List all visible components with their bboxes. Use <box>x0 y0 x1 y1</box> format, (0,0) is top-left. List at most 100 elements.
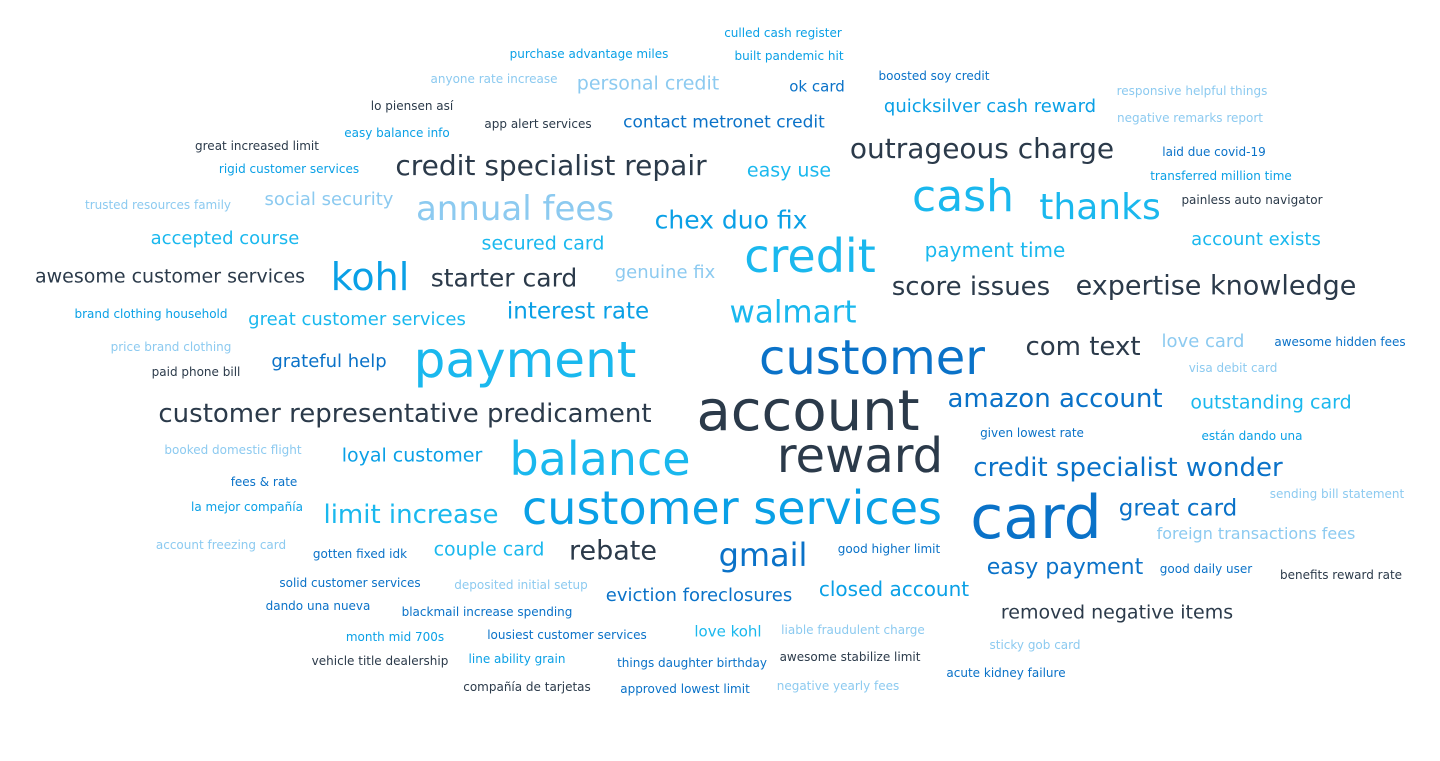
word: sticky gob card <box>989 638 1081 652</box>
word: account freezing card <box>155 538 287 552</box>
word: genuine fix <box>614 262 716 283</box>
word: love card <box>1161 331 1245 352</box>
word: transferred million time <box>1150 169 1292 183</box>
word: lousiest customer services <box>487 628 647 642</box>
word: laid due covid-19 <box>1162 145 1266 159</box>
word: liable fraudulent charge <box>781 623 925 637</box>
word: month mid 700s <box>345 630 445 644</box>
word: line ability grain <box>468 652 566 666</box>
word: amazon account <box>947 384 1163 414</box>
word: interest rate <box>506 298 650 325</box>
word: payment time <box>924 238 1066 262</box>
word: gmail <box>718 536 808 574</box>
word: quicksilver cash reward <box>883 96 1097 117</box>
word: trusted resources family <box>84 198 232 212</box>
word: lo piensen así <box>370 99 454 113</box>
word: card <box>970 483 1102 553</box>
word: great customer services <box>248 309 466 330</box>
word: account exists <box>1191 229 1321 250</box>
word: easy payment <box>986 555 1144 580</box>
word: payment <box>413 331 637 389</box>
word: starter card <box>430 263 578 293</box>
word: easy use <box>746 159 832 182</box>
word: credit specialist repair <box>395 149 707 182</box>
word: couple card <box>433 538 545 561</box>
word: culled cash register <box>724 26 842 40</box>
word: customer services <box>522 481 942 535</box>
word: annual fees <box>415 189 615 229</box>
word: love kohl <box>694 622 762 641</box>
word: boosted soy credit <box>878 69 990 83</box>
word: visa debit card <box>1188 361 1278 375</box>
word: removed negative items <box>1000 601 1234 624</box>
word: approved lowest limit <box>620 682 750 696</box>
word: awesome hidden fees <box>1274 335 1406 349</box>
word: cash <box>912 171 1014 222</box>
word: secured card <box>481 232 605 255</box>
word: blackmail increase spending <box>401 605 573 619</box>
word: responsive helpful things <box>1116 84 1268 98</box>
word: closed account <box>818 577 970 601</box>
word: walmart <box>729 294 857 331</box>
word: com text <box>1025 332 1141 362</box>
word: easy balance info <box>344 126 450 140</box>
word: sending bill statement <box>1269 487 1405 501</box>
word: social security <box>264 189 394 210</box>
word: negative remarks report <box>1117 111 1263 125</box>
word: brand clothing household <box>74 307 228 321</box>
word: solid customer services <box>279 576 421 590</box>
word: things daughter birthday <box>617 656 767 670</box>
word: great card <box>1118 495 1238 522</box>
word: painless auto navigator <box>1181 193 1323 207</box>
word: negative yearly fees <box>776 679 900 693</box>
word: compañía de tarjetas <box>463 680 591 694</box>
word: paid phone bill <box>151 365 241 379</box>
word: loyal customer <box>341 444 483 467</box>
word: great increased limit <box>195 139 319 153</box>
word: foreign transactions fees <box>1156 524 1356 543</box>
word: accepted course <box>150 228 300 249</box>
word: awesome customer services <box>34 265 306 288</box>
word: limit increase <box>323 500 499 530</box>
word: acute kidney failure <box>946 666 1066 680</box>
word: price brand clothing <box>110 340 232 354</box>
word: given lowest rate <box>980 426 1084 440</box>
word: booked domestic flight <box>164 443 302 457</box>
word: rigid customer services <box>218 162 360 176</box>
word: balance <box>509 432 691 486</box>
word: grateful help <box>271 351 387 372</box>
word: outrageous charge <box>849 132 1115 165</box>
word: good higher limit <box>837 542 941 556</box>
word: customer <box>758 330 986 386</box>
word: están dando una <box>1201 429 1303 443</box>
word: vehicle title dealership <box>311 654 449 668</box>
word: expertise knowledge <box>1075 270 1357 302</box>
word: thanks <box>1039 187 1161 228</box>
word: benefits reward rate <box>1279 568 1403 582</box>
word: good daily user <box>1159 562 1253 576</box>
word: fees & rate <box>230 475 298 489</box>
word: rebate <box>568 535 658 567</box>
word: dando una nueva <box>265 599 371 613</box>
word: eviction foreclosures <box>605 585 793 606</box>
word: purchase advantage miles <box>509 47 669 61</box>
word: kohl <box>330 255 410 299</box>
word: credit specialist wonder <box>973 453 1283 483</box>
word: chex duo fix <box>654 205 808 235</box>
word: built pandemic hit <box>734 49 844 63</box>
word: ok card <box>789 77 845 96</box>
word: awesome stabilize limit <box>779 650 921 664</box>
word: anyone rate increase <box>430 72 558 86</box>
word: customer representative predicament <box>158 399 652 429</box>
word: contact metronet credit <box>623 112 825 133</box>
word: la mejor compañía <box>191 500 303 514</box>
word: account <box>696 379 920 444</box>
word: personal credit <box>576 72 720 95</box>
word: reward <box>776 428 944 484</box>
word: outstanding card <box>1190 391 1352 414</box>
word: app alert services <box>484 117 592 131</box>
word: credit <box>744 229 876 283</box>
word: deposited initial setup <box>454 578 588 592</box>
word: score issues <box>891 272 1051 302</box>
